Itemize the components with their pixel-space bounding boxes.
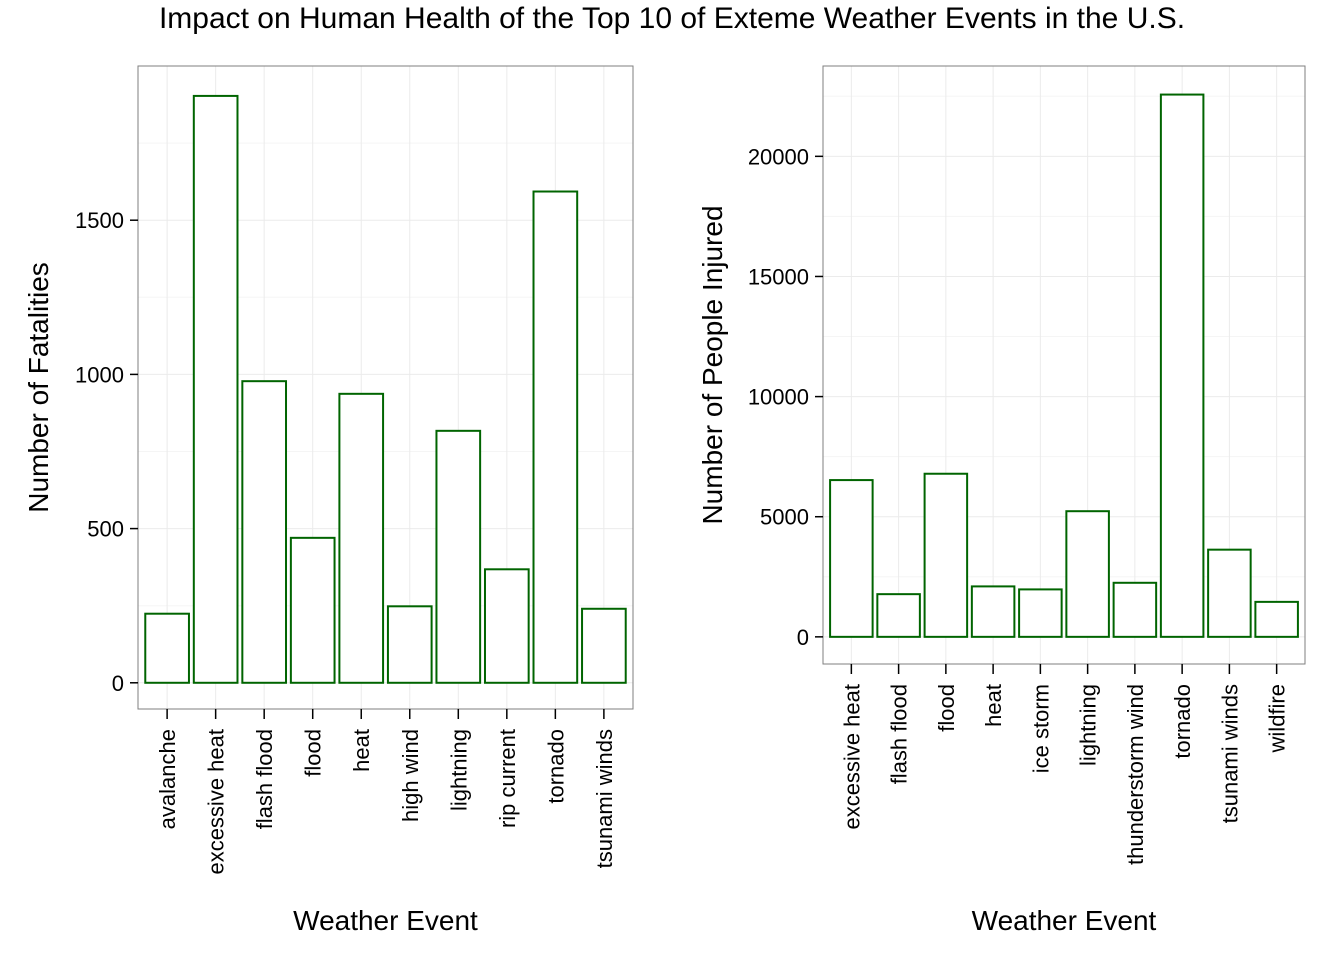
bar — [970, 585, 1016, 638]
x-tick-label: thunderstorm wind — [1123, 684, 1148, 865]
x-tick-label: tornado — [543, 729, 568, 804]
bar — [876, 593, 921, 638]
bar — [435, 429, 482, 684]
bar — [1018, 588, 1063, 638]
x-tick-label: heat — [349, 729, 374, 772]
x-tick-label: lightning — [1076, 684, 1101, 766]
bar — [1112, 581, 1158, 638]
x-tick-label: flash flood — [887, 684, 912, 784]
panel-border — [137, 65, 634, 710]
y-tick-label: 5000 — [760, 505, 809, 530]
bar — [192, 94, 239, 684]
bar — [829, 479, 874, 638]
y-tick-label: 1500 — [75, 208, 124, 233]
x-tick-label: flood — [301, 729, 326, 777]
bar — [1159, 93, 1205, 638]
x-tick-label: wildfire — [1265, 684, 1290, 753]
bar — [338, 392, 385, 684]
x-tick-label: excessive heat — [204, 729, 229, 875]
y-tick-label: 0 — [112, 671, 124, 696]
y-tick-label: 0 — [797, 625, 809, 650]
bar — [386, 605, 433, 684]
y-tick-label: 10000 — [748, 385, 809, 410]
injuries-chart: 0 5000 10000 15000 20000 excessive heat flash … — [697, 65, 1306, 936]
bar — [241, 380, 288, 684]
x-tick-label: tsunami winds — [1217, 684, 1242, 823]
y-tick-label: 500 — [87, 517, 124, 542]
y-axis-title: Number of Fatalities — [23, 262, 54, 513]
bar — [532, 190, 579, 684]
bar — [289, 536, 336, 684]
x-tick-label: tornado — [1170, 684, 1195, 759]
y-tick-label: 1000 — [75, 362, 124, 387]
panel-border — [822, 65, 1306, 665]
x-tick-label: heat — [981, 684, 1006, 727]
bar — [144, 612, 190, 684]
x-tick-label: tsunami winds — [592, 729, 617, 868]
x-tick-label: ice storm — [1028, 684, 1053, 773]
bar — [1065, 510, 1110, 638]
y-axis-title: Number of People Injured — [697, 205, 728, 524]
x-tick-label: flood — [934, 684, 959, 732]
x-tick-label: excessive heat — [839, 684, 864, 830]
page-title: Impact on Human Health of the Top 10 of … — [158, 2, 1186, 35]
y-tick-label: 20000 — [748, 144, 809, 169]
x-tick-label: high wind — [398, 729, 423, 822]
bar — [483, 568, 530, 684]
x-tick-label: avalanche — [155, 729, 180, 829]
x-tick-label: lightning — [446, 729, 471, 811]
fatalities-chart: 0 500 1000 1500 avalanche excessive heat flash… — [23, 65, 634, 936]
bar — [923, 472, 969, 638]
bar — [581, 607, 627, 684]
x-axis-title: Weather Event — [293, 905, 478, 936]
y-tick-label: 15000 — [748, 264, 809, 289]
bar — [1207, 548, 1252, 638]
x-tick-label: flash flood — [252, 729, 277, 829]
bar — [1254, 600, 1299, 638]
x-tick-label: rip current — [495, 729, 520, 828]
x-axis-title: Weather Event — [972, 905, 1157, 936]
